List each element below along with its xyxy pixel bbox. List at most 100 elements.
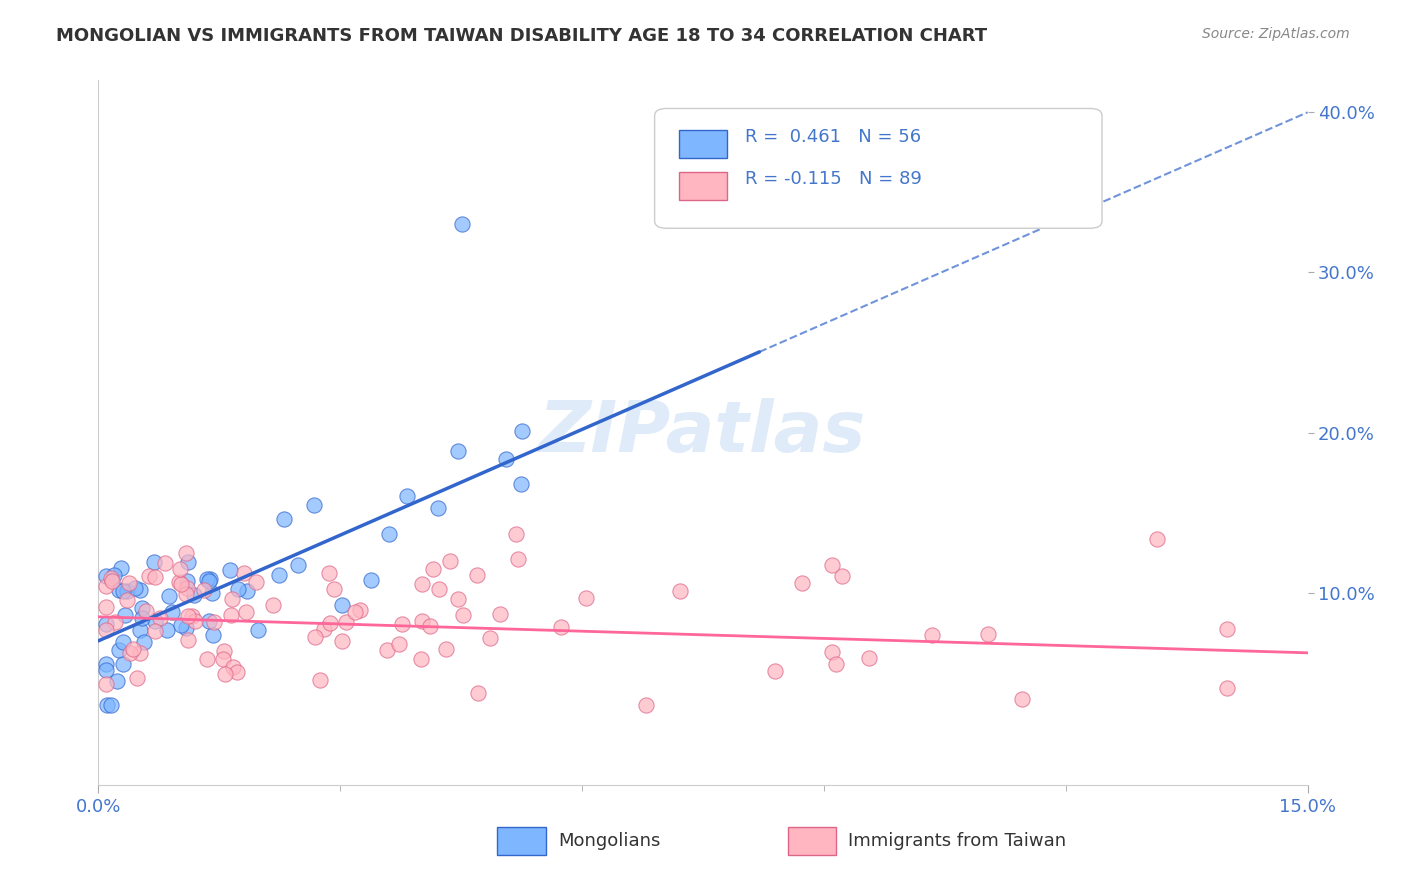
- Point: [105, 673, 128, 688]
- Point: [318, 566, 340, 580]
- Point: [108, 643, 131, 657]
- Point: [114, 607, 136, 622]
- FancyBboxPatch shape: [655, 109, 1102, 228]
- Point: [177, 632, 200, 647]
- Point: [921, 628, 943, 642]
- Point: [176, 582, 198, 596]
- Point: [129, 582, 152, 597]
- Point: [143, 624, 166, 639]
- Point: [132, 635, 155, 649]
- Point: [96, 568, 118, 582]
- Point: [111, 657, 134, 671]
- Point: [222, 660, 245, 674]
- Point: [858, 651, 880, 665]
- Point: [267, 568, 290, 582]
- Point: [111, 635, 134, 649]
- Point: [202, 615, 225, 629]
- Point: [1216, 622, 1239, 636]
- Point: [821, 645, 844, 659]
- Point: [104, 615, 127, 630]
- Point: [447, 443, 470, 458]
- Point: [96, 698, 118, 712]
- Point: [262, 598, 284, 612]
- Point: [388, 636, 411, 650]
- Point: [218, 563, 240, 577]
- Point: [176, 574, 198, 589]
- Point: [447, 592, 470, 607]
- Point: [153, 557, 176, 571]
- Point: [122, 641, 145, 656]
- Point: [160, 605, 183, 619]
- Point: [198, 572, 221, 586]
- Point: [110, 561, 132, 575]
- Text: ZIPatlas: ZIPatlas: [540, 398, 866, 467]
- Point: [360, 574, 382, 588]
- Point: [495, 452, 517, 467]
- Point: [124, 582, 146, 596]
- Point: [115, 593, 138, 607]
- Point: [101, 574, 124, 588]
- Point: [821, 558, 844, 572]
- Point: [221, 591, 243, 606]
- Point: [422, 562, 444, 576]
- Point: [174, 587, 197, 601]
- Point: [395, 489, 418, 503]
- Point: [790, 576, 813, 591]
- Point: [96, 663, 118, 677]
- Point: [118, 575, 141, 590]
- Point: [304, 630, 326, 644]
- Text: Source: ZipAtlas.com: Source: ZipAtlas.com: [1202, 27, 1350, 41]
- Point: [575, 591, 598, 606]
- Point: [96, 624, 118, 638]
- Point: [330, 598, 353, 612]
- Point: [142, 555, 165, 569]
- Point: [129, 623, 152, 637]
- Point: [96, 677, 118, 691]
- Point: [391, 617, 413, 632]
- Point: [96, 616, 118, 631]
- Point: [195, 572, 218, 586]
- Point: [304, 498, 326, 512]
- Point: [169, 574, 191, 589]
- Point: [669, 584, 692, 599]
- Point: [135, 604, 157, 618]
- Point: [831, 569, 853, 583]
- Text: Mongolians: Mongolians: [558, 832, 661, 850]
- Point: [451, 218, 474, 232]
- Point: [197, 574, 219, 588]
- Point: [226, 665, 249, 679]
- Text: R = -0.115   N = 89: R = -0.115 N = 89: [745, 170, 922, 188]
- Point: [117, 583, 139, 598]
- Point: [235, 605, 257, 619]
- Point: [138, 569, 160, 583]
- Point: [174, 546, 197, 560]
- Point: [335, 615, 357, 629]
- Point: [427, 582, 450, 596]
- Point: [181, 608, 204, 623]
- Point: [273, 512, 295, 526]
- Point: [505, 526, 527, 541]
- Point: [636, 698, 658, 712]
- Point: [411, 577, 433, 591]
- Point: [170, 618, 193, 632]
- Point: [103, 567, 125, 582]
- Text: R =  0.461   N = 56: R = 0.461 N = 56: [745, 128, 921, 145]
- Point: [426, 501, 449, 516]
- Point: [508, 551, 530, 566]
- Point: [174, 622, 197, 636]
- Point: [409, 652, 432, 666]
- Point: [309, 673, 332, 687]
- Point: [509, 477, 531, 491]
- Point: [214, 644, 236, 658]
- Point: [287, 558, 309, 573]
- Point: [375, 642, 398, 657]
- Point: [100, 698, 122, 712]
- Point: [131, 611, 153, 625]
- Point: [183, 614, 205, 628]
- Point: [195, 651, 218, 665]
- Point: [226, 582, 249, 596]
- Point: [1216, 681, 1239, 695]
- Point: [131, 601, 153, 615]
- Point: [439, 554, 461, 568]
- Text: MONGOLIAN VS IMMIGRANTS FROM TAIWAN DISABILITY AGE 18 TO 34 CORRELATION CHART: MONGOLIAN VS IMMIGRANTS FROM TAIWAN DISA…: [56, 27, 987, 45]
